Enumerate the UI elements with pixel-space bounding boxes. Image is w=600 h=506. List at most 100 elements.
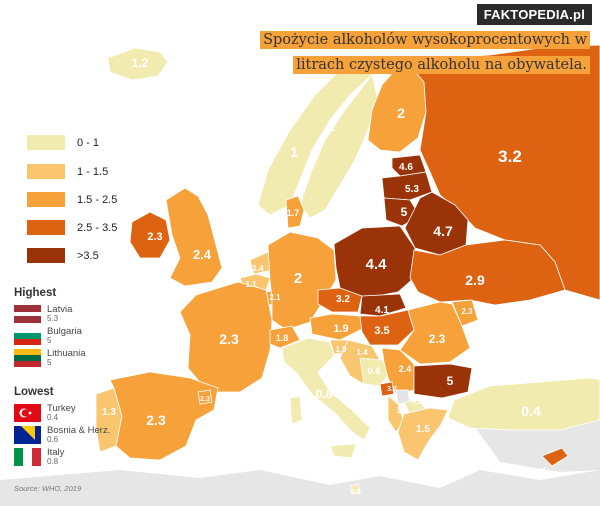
- legend-item: >3.5: [27, 248, 99, 263]
- label-latvia: 5.3: [405, 184, 419, 195]
- rank-value: 0.6: [47, 435, 59, 444]
- label-serbia: 2.4: [399, 364, 412, 374]
- label-iceland: 1.2: [132, 56, 149, 70]
- lowest-title: Lowest: [14, 386, 54, 398]
- region-malta: [349, 483, 361, 495]
- label-russia: 3.2: [498, 147, 522, 166]
- label-montenegro: 3.2: [387, 386, 397, 393]
- label-netherlands: 1.4: [252, 264, 264, 273]
- title-line-2: litrach czystego alkoholu na obywatela.: [293, 56, 590, 74]
- map-title: Spożycie alkoholów wysokoprocentowych w …: [260, 28, 590, 78]
- label-andorra: 2.3: [200, 396, 210, 403]
- label-germany: 2: [294, 270, 302, 287]
- region-cyprus: [541, 447, 569, 467]
- label-sweden: 1: [327, 118, 335, 134]
- turkey-flag-icon: [14, 404, 41, 422]
- region-turkey: [447, 377, 600, 431]
- region-ukraine: [409, 239, 566, 306]
- legend-item: 1 - 1.5: [27, 164, 108, 179]
- region-hungary: [359, 309, 415, 346]
- region-sicily: [329, 443, 357, 459]
- region-italy: [281, 337, 371, 441]
- label-lithuania: 5: [401, 205, 408, 219]
- legend-item: 2.5 - 3.5: [27, 220, 117, 235]
- label-ireland: 2.3: [147, 231, 162, 243]
- label-hungary: 3.5: [374, 325, 389, 337]
- label-finland: 2: [397, 105, 405, 121]
- rank-name: Italy: [47, 447, 65, 458]
- label-poland: 4.4: [366, 256, 388, 273]
- legend-swatch: [27, 192, 65, 207]
- label-bulgaria: 5: [447, 374, 454, 388]
- label-belgium: 1.1: [245, 280, 257, 289]
- label-north-macedonia: 0.9: [412, 399, 422, 406]
- region-czechia: [317, 287, 363, 313]
- region-bulgaria: [413, 363, 473, 399]
- label-albania: 1.4: [396, 406, 408, 415]
- label-romania: 2.3: [429, 332, 446, 346]
- title-line-1: Spożycie alkoholów wysokoprocentowych w: [260, 31, 590, 49]
- brand-logo: FAKTOPEDIA.pl: [476, 4, 592, 25]
- region-germany: [267, 231, 337, 331]
- rank-value: 5: [47, 336, 52, 345]
- rank-name: Lithuania: [47, 348, 86, 359]
- label-uk: 2.4: [193, 247, 212, 262]
- legend-item: 0 - 1: [27, 135, 99, 150]
- legend-swatch: [27, 220, 65, 235]
- legend-swatch: [27, 135, 65, 150]
- legend-label: 2.5 - 3.5: [77, 221, 118, 234]
- label-norway: 1: [290, 144, 298, 160]
- latvia-flag-icon: [14, 305, 41, 323]
- italy-flag-icon: [14, 448, 41, 466]
- label-czechia: 3.2: [336, 294, 350, 305]
- legend-label: 1 - 1.5: [77, 165, 109, 178]
- rank-value: 5.3: [47, 314, 59, 323]
- region-spain: [109, 371, 219, 461]
- region-sardinia: [289, 395, 303, 425]
- label-austria: 1.9: [333, 323, 348, 335]
- label-spain: 2.3: [146, 412, 166, 428]
- label-france: 2.3: [219, 331, 239, 347]
- bosnia-flag-icon: [14, 426, 41, 444]
- label-greece: 1.5: [416, 424, 430, 435]
- rank-name: Turkey: [47, 403, 76, 414]
- label-belarus: 4.7: [433, 223, 453, 239]
- middle-east-land: [470, 420, 600, 472]
- region-greece: [397, 407, 449, 461]
- region-poland: [333, 225, 416, 299]
- label-slovakia: 4.1: [375, 305, 389, 316]
- label-malta: 2.5: [351, 489, 361, 496]
- legend-swatch: [27, 164, 65, 179]
- legend-label: 0 - 1: [77, 136, 100, 149]
- rank-name: Bosnia & Herz.: [47, 425, 111, 436]
- source-note: Source: WHO, 2019: [14, 484, 82, 493]
- label-cyprus: 4: [542, 467, 546, 474]
- label-switzerland: 1.8: [276, 333, 289, 343]
- label-slovenia: 1.9: [335, 345, 347, 354]
- rank-value: 0.8: [47, 457, 59, 466]
- label-estonia: 4.6: [399, 162, 413, 173]
- legend-label: 1.5 - 2.5: [77, 193, 118, 206]
- region-uk: [165, 187, 223, 287]
- label-moldova: 2.3: [461, 307, 473, 316]
- label-italy: 0.8: [316, 387, 333, 401]
- rank-value: 5: [47, 358, 52, 367]
- region-bosnia: [359, 357, 391, 387]
- legend-item: 1.5 - 2.5: [27, 192, 117, 207]
- bulgaria-flag-icon: [14, 327, 41, 345]
- region-denmark: [285, 195, 305, 229]
- label-turkey: 0.4: [521, 403, 541, 419]
- label-luxembourg: 2.1: [269, 293, 281, 302]
- region-iceland: [107, 47, 169, 81]
- region-andorra: [197, 389, 213, 405]
- label-bosnia: 0.6: [368, 366, 381, 376]
- label-ukraine: 2.9: [465, 272, 485, 288]
- label-portugal: 1.3: [102, 407, 116, 418]
- label-croatia: 1.4: [356, 348, 368, 357]
- label-denmark: 1.7: [287, 208, 300, 218]
- rank-name: Latvia: [47, 304, 73, 315]
- region-switzerland: [269, 325, 301, 349]
- region-montenegro: [379, 381, 395, 397]
